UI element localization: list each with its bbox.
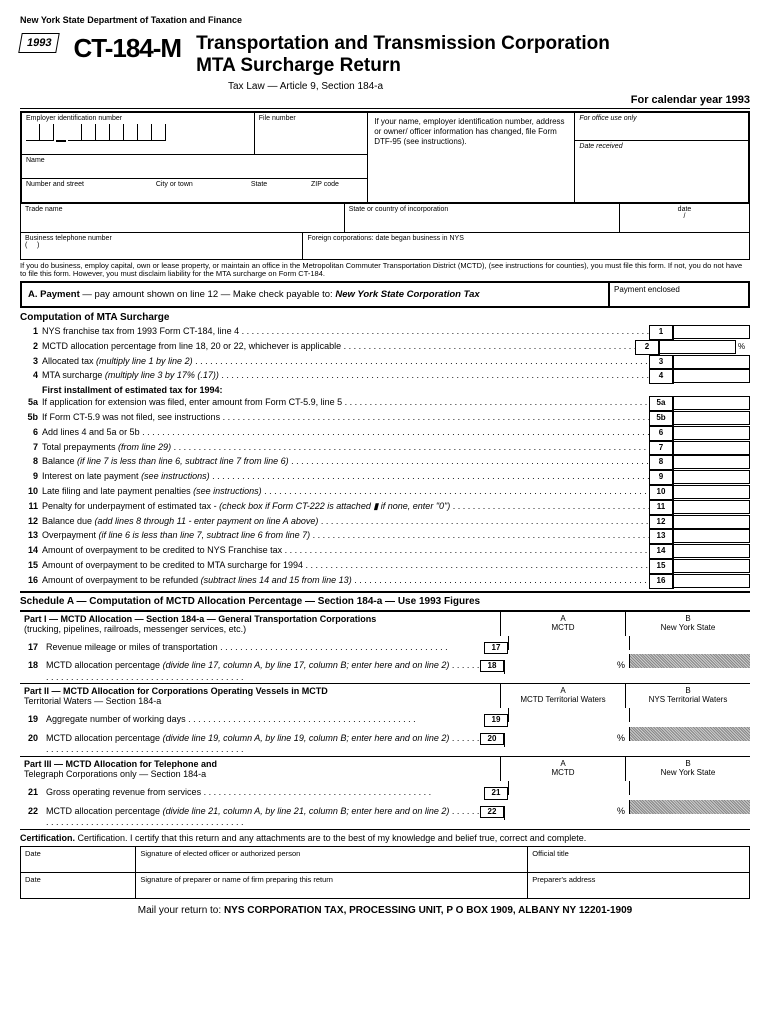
comp-head: Computation of MTA Surcharge <box>20 312 750 323</box>
title-line1: Transportation and Transmission Corporat… <box>196 33 610 55</box>
input-line-1[interactable] <box>674 325 750 339</box>
cert-addr[interactable]: Preparer's address <box>528 873 749 898</box>
line-13: Overpayment (if line 6 is less than line… <box>42 529 649 541</box>
title-line2: MTA Surcharge Return <box>196 55 610 77</box>
line-9: Interest on late payment (see instructio… <box>42 470 649 482</box>
office-use: For office use only <box>575 113 748 141</box>
line-5a: If application for extension was filed, … <box>42 396 649 408</box>
line-7: Total prepayments (from line 29) <box>42 441 649 453</box>
first-inst: First installment of estimated tax for 1… <box>42 385 223 395</box>
cert-date1[interactable]: Date <box>21 847 136 872</box>
title-row: 1993 CT-184-M Transportation and Transmi… <box>20 33 750 77</box>
line-16: Amount of overpayment to be refunded (su… <box>42 574 649 586</box>
cert-grid: Date Signature of elected officer or aut… <box>20 846 750 899</box>
line-19: Aggregate number of working days <box>42 714 484 726</box>
cert-sig1[interactable]: Signature of elected officer or authoriz… <box>136 847 528 872</box>
addr-field[interactable]: Number and street <box>22 179 152 202</box>
sched-a-header: Schedule A — Computation of MCTD Allocat… <box>20 591 750 611</box>
form-id: CT-184-M <box>73 33 181 64</box>
input-line-13[interactable] <box>674 529 750 543</box>
section-a-payee: New York State Corporation Tax <box>335 289 479 300</box>
line-21: Gross operating revenue from services <box>42 787 484 799</box>
city-field[interactable]: City or town <box>152 179 247 202</box>
input-line-6[interactable] <box>674 426 750 440</box>
input-line-5b[interactable] <box>674 411 750 425</box>
line-2: MCTD allocation percentage from line 18,… <box>42 340 635 352</box>
cert-sig2[interactable]: Signature of preparer or name of firm pr… <box>136 873 528 898</box>
input-line-16[interactable] <box>674 574 750 588</box>
cert-title[interactable]: Official title <box>528 847 749 872</box>
year-badge: 1993 <box>18 33 60 53</box>
mail-addr: Mail your return to: NYS CORPORATION TAX… <box>20 905 750 916</box>
date-field[interactable]: date/ <box>620 204 749 232</box>
certification: Certification. Certification. I certify … <box>20 829 750 846</box>
line-1: NYS franchise tax from 1993 Form CT-184,… <box>42 325 649 337</box>
foreign-field[interactable]: Foreign corporations: date began busines… <box>303 233 749 259</box>
line-5b: If Form CT-5.9 was not filed, see instru… <box>42 411 649 423</box>
input-line-2[interactable] <box>660 340 736 354</box>
filing-note: If you do business, employ capital, own … <box>20 260 750 281</box>
name-field[interactable]: Name <box>22 155 367 179</box>
section-a-label: A. Payment <box>28 289 80 300</box>
input-line-4[interactable] <box>674 369 750 383</box>
line-11: Penalty for underpayment of estimated ta… <box>42 500 649 512</box>
line-3: Allocated tax (multiply line 1 by line 2… <box>42 355 649 367</box>
file-label[interactable]: File number <box>255 113 367 154</box>
row3: Business telephone number( ) Foreign cor… <box>20 233 750 260</box>
state-inc-field[interactable]: State or country of incorporation <box>345 204 620 232</box>
part1-colA: AMCTD <box>500 612 625 636</box>
payment-enclosed[interactable]: Payment enclosed <box>608 283 748 306</box>
line-6: Add lines 4 and 5a or 5b <box>42 426 649 438</box>
input-line-14[interactable] <box>674 544 750 558</box>
input-line-3[interactable] <box>674 355 750 369</box>
input-line-11[interactable] <box>674 500 750 514</box>
zip-field[interactable]: ZIP code <box>307 179 367 202</box>
section-a: A. Payment — pay amount shown on line 12… <box>20 281 750 308</box>
part1-header: Part I — MCTD Allocation — Section 184-a… <box>20 611 750 636</box>
input-line-5a[interactable] <box>674 396 750 410</box>
date-received: Date received <box>575 141 748 168</box>
line-8: Balance (if line 7 is less than line 6, … <box>42 455 649 467</box>
phone-field[interactable]: Business telephone number( ) <box>21 233 303 259</box>
ein-boxes[interactable] <box>26 124 250 142</box>
line-10: Late filing and late payment penalties (… <box>42 485 649 497</box>
input-line-15[interactable] <box>674 559 750 573</box>
part1-colB: BNew York State <box>625 612 750 636</box>
input-line-8[interactable] <box>674 455 750 469</box>
state-field[interactable]: State <box>247 179 307 202</box>
change-note: If your name, employer identification nu… <box>367 113 574 202</box>
part3-header: Part III — MCTD Allocation for Telephone… <box>20 756 750 781</box>
line-15: Amount of overpayment to be credited to … <box>42 559 649 571</box>
id-grid: Employer identification number File numb… <box>20 111 750 204</box>
input-line-7[interactable] <box>674 441 750 455</box>
line-17: Revenue mileage or miles of transportati… <box>42 642 484 654</box>
line-4: MTA surcharge (multiply line 3 by 17% (.… <box>42 369 649 381</box>
input-line-10[interactable] <box>674 485 750 499</box>
law-ref: Tax Law — Article 9, Section 184-a <box>228 81 750 92</box>
cal-year: For calendar year 1993 <box>20 94 750 109</box>
line-12: Balance due (add lines 8 through 11 - en… <box>42 515 649 527</box>
input-line-12[interactable] <box>674 515 750 529</box>
ein-label: Employer identification number <box>26 115 122 122</box>
part2-header: Part II — MCTD Allocation for Corporatio… <box>20 683 750 708</box>
line-14: Amount of overpayment to be credited to … <box>42 544 649 556</box>
input-line-9[interactable] <box>674 470 750 484</box>
dept-header: New York State Department of Taxation an… <box>20 15 750 25</box>
section-a-text: — pay amount shown on line 12 — Make che… <box>82 289 332 300</box>
cert-date2[interactable]: Date <box>21 873 136 898</box>
row2: Trade name State or country of incorpora… <box>20 204 750 233</box>
trade-field[interactable]: Trade name <box>21 204 345 232</box>
